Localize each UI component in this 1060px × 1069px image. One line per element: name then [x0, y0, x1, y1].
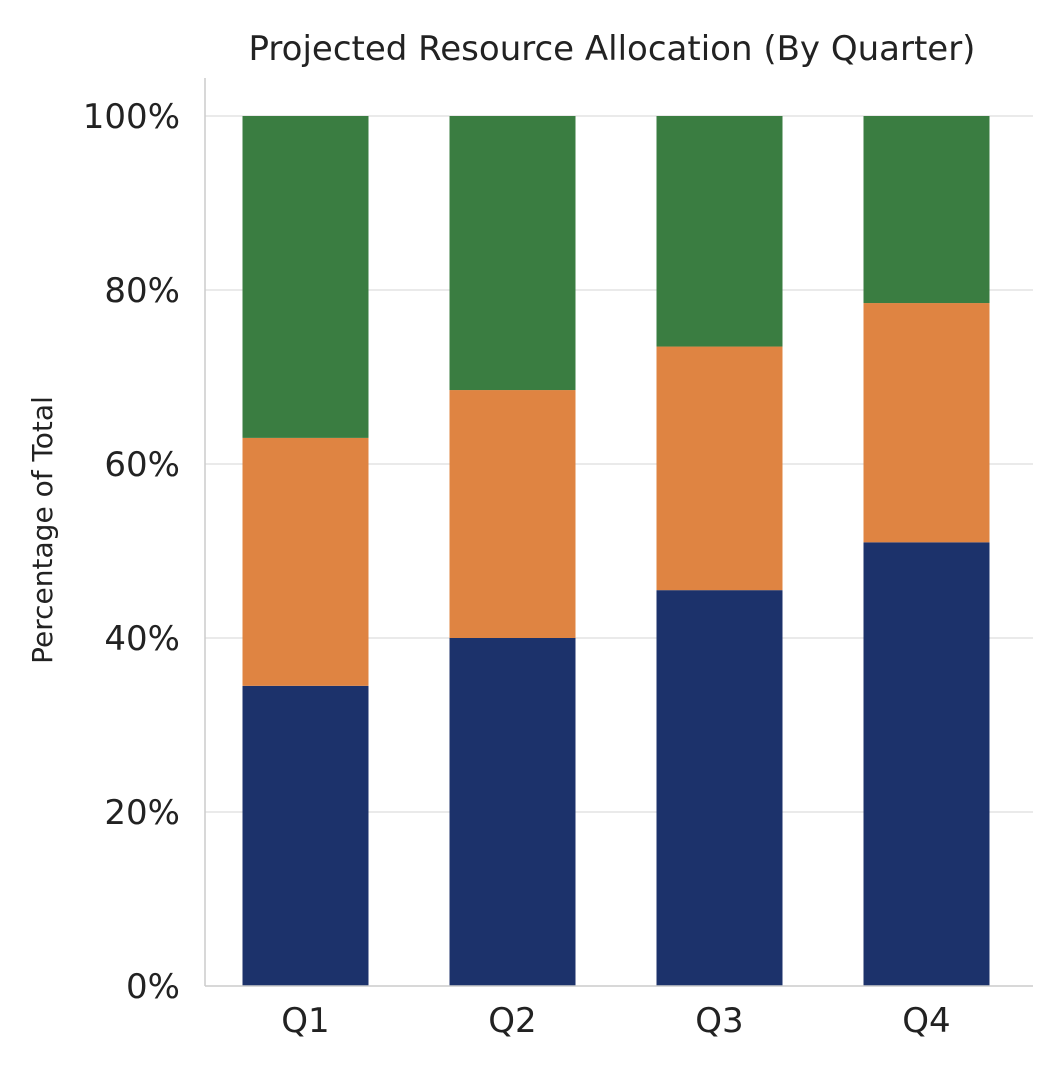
- bar-segment-q4-series-1: [863, 542, 990, 986]
- y-tick-label: 100%: [83, 97, 180, 137]
- y-tick-label: 40%: [104, 619, 180, 659]
- bars: [242, 116, 990, 986]
- bar-segment-q2-series-2: [449, 390, 576, 638]
- bar-segment-q1-series-2: [242, 437, 369, 686]
- x-tick-label: Q3: [695, 1001, 743, 1041]
- chart-title: Projected Resource Allocation (By Quarte…: [249, 29, 976, 69]
- bar-segment-q4-series-3: [863, 116, 990, 304]
- x-tick-labels: Q1 Q2 Q3 Q4: [281, 1001, 950, 1041]
- x-tick-label: Q1: [281, 1001, 329, 1041]
- y-tick-label: 0%: [126, 967, 180, 1007]
- bar-segment-q3-series-2: [656, 346, 783, 591]
- y-tick-label: 80%: [104, 271, 180, 311]
- bar-segment-q3-series-3: [656, 116, 783, 347]
- x-tick-label: Q4: [902, 1001, 950, 1041]
- bar-segment-q1-series-1: [242, 685, 369, 986]
- bar-segment-q4-series-2: [863, 303, 990, 543]
- y-axis-label: Percentage of Total: [26, 396, 59, 664]
- bar-segment-q3-series-1: [656, 590, 783, 986]
- y-tick-label: 60%: [104, 445, 180, 485]
- y-tick-label: 20%: [104, 793, 180, 833]
- y-tick-labels: 0% 20% 40% 60% 80% 100%: [83, 97, 180, 1007]
- x-tick-label: Q2: [488, 1001, 536, 1041]
- bar-segment-q1-series-3: [242, 116, 369, 438]
- bar-segment-q2-series-1: [449, 638, 576, 986]
- bar-segment-q2-series-3: [449, 116, 576, 391]
